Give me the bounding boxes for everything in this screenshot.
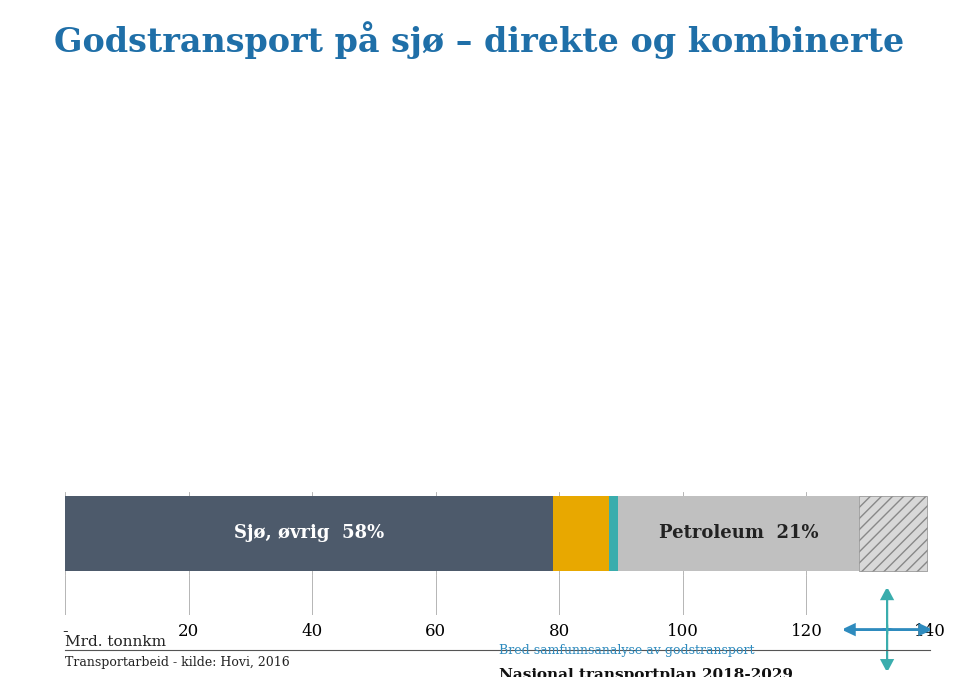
Bar	[65, 496, 553, 571]
Text: Sjø, øvrig  58%: Sjø, øvrig 58%	[234, 525, 385, 542]
Text: Billigere sjøtransport: Billigere sjøtransport	[86, 165, 282, 183]
Bar	[859, 496, 927, 571]
Text: ▪  Mer effektive og miljøvennlige havner: ▪ Mer effektive og miljøvennlige havner	[86, 367, 459, 385]
Bar	[609, 496, 618, 571]
Text: Stad skipstunnel: Stad skipstunnel	[86, 125, 240, 144]
Text: Transportarbeid - kilde: Hovi, 2016: Transportarbeid - kilde: Hovi, 2016	[65, 656, 290, 669]
Bar	[553, 496, 609, 571]
FancyArrow shape	[844, 624, 892, 635]
Text: ▪  Overføring av gods: ▪ Overføring av gods	[86, 407, 285, 425]
FancyArrow shape	[882, 624, 930, 635]
Text: Mrd. tonnkm: Mrd. tonnkm	[65, 635, 166, 649]
FancyArrow shape	[881, 626, 893, 670]
Text: Tilskudd til:: Tilskudd til:	[86, 286, 196, 305]
Text: Godstransport på sjø – direkte og kombinerte: Godstransport på sjø – direkte og kombin…	[55, 21, 904, 59]
Text: Bred samfunnsanalyse av godstransport: Bred samfunnsanalyse av godstransport	[499, 644, 754, 657]
Bar	[618, 496, 859, 571]
Text: Petroleum  21%: Petroleum 21%	[659, 525, 818, 542]
Text: ▪  Havnesamarbeid: ▪ Havnesamarbeid	[86, 326, 265, 345]
Text: Riksvegtilknytning til havn: Riksvegtilknytning til havn	[86, 206, 333, 224]
Text: Sikre og kapasitetssterke farleder: Sikre og kapasitetssterke farleder	[86, 85, 398, 103]
Text: Nasjonal transportplan 2018-2029: Nasjonal transportplan 2018-2029	[499, 668, 793, 677]
FancyArrow shape	[881, 589, 893, 634]
